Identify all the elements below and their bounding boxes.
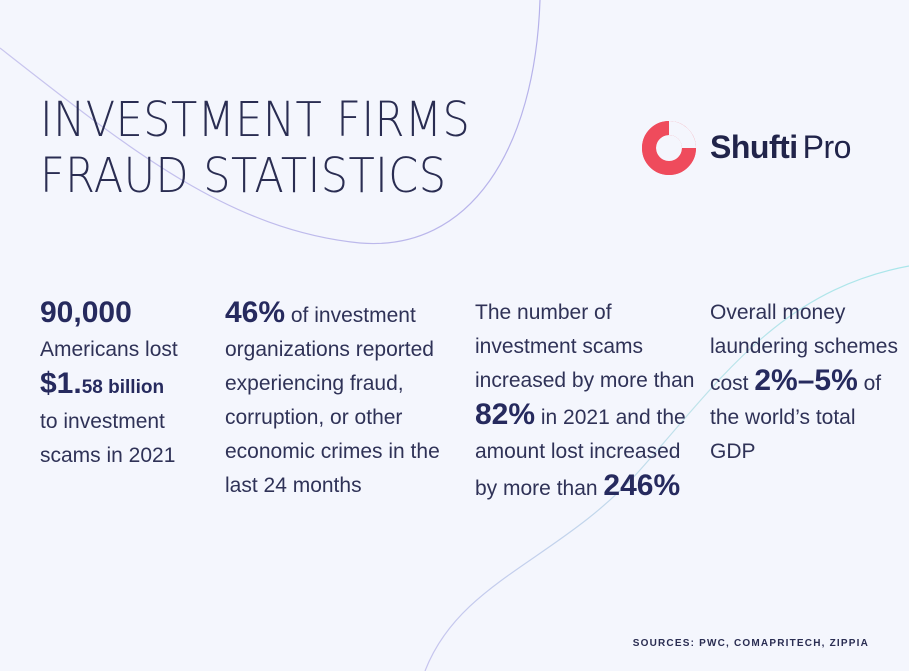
logo-wordmark: Shufti Pro <box>710 129 851 165</box>
page-title: INVESTMENT FIRMS FRAUD STATISTICS <box>40 92 520 204</box>
stat-text: to investment scams in 2021 <box>40 410 176 467</box>
stat-scam-increase: The number of investment scams increased… <box>475 296 700 506</box>
logo-word-shufti: Shufti <box>710 129 798 165</box>
logo-word-pro: Pro <box>802 129 852 165</box>
stat-amount-billions: 58 billion <box>81 377 165 398</box>
shufti-pro-ring-logo-icon <box>642 121 696 175</box>
stat-90000: 90,000 <box>40 296 132 329</box>
stat-money-laundering: Overall money laundering schemes cost 2%… <box>710 296 900 469</box>
stat-text: Americans lost <box>40 338 178 361</box>
stat-text: of the world’s total GDP <box>710 372 882 463</box>
stat-organizations-fraud: 46% of investment organizations reported… <box>225 296 465 503</box>
stat-46-percent: 46% <box>225 296 286 329</box>
stat-text: The number of investment scams increased… <box>475 301 695 392</box>
stat-text: of investment organizations reported exp… <box>225 304 440 497</box>
title-line-2: FRAUD STATISTICS <box>40 148 447 204</box>
stat-gdp-percent: 2%–5% <box>754 364 858 397</box>
stat-82-percent: 82% <box>475 398 536 431</box>
stat-amount-dollars: $1. <box>40 367 82 400</box>
stat-text: Overall money laundering schemes cost <box>710 301 898 395</box>
title-line-1: INVESTMENT FIRMS <box>40 92 471 148</box>
stat-246-percent: 246% <box>603 469 681 502</box>
stat-americans-lost: 90,000 Americans lost $1.58 billion to i… <box>40 296 210 473</box>
sources-note: SOURCES: PWC, COMAPRITECH, ZIPPIA <box>632 638 869 649</box>
shufti-pro-logo: Shufti Pro <box>640 116 880 180</box>
stat-text: in 2021 and the amount lost increased by… <box>475 406 686 500</box>
